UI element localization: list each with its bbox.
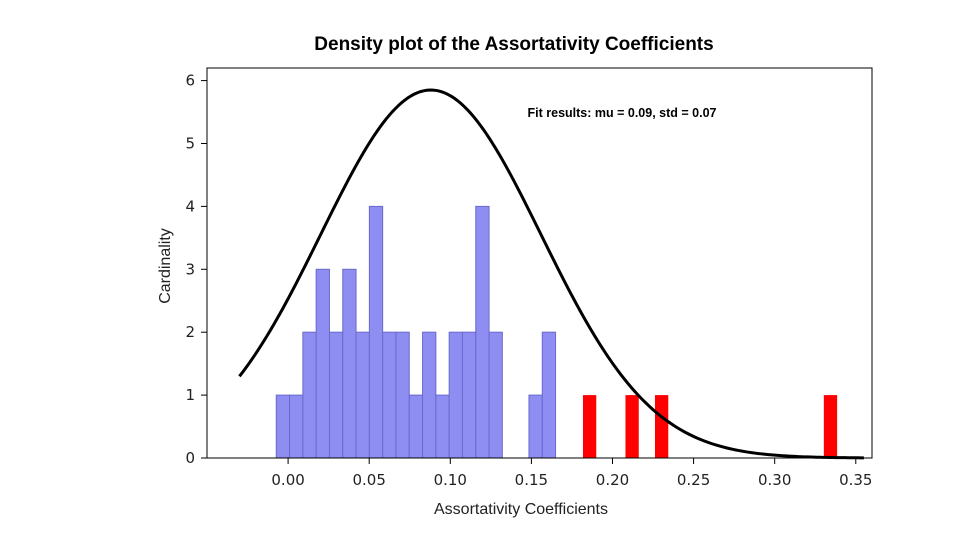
histogram-bar <box>355 331 370 459</box>
chart-title: Density plot of the Assortativity Coeffi… <box>314 34 713 55</box>
histogram-bar <box>289 394 304 459</box>
x-axis-label: Assortativity Coefficients <box>434 501 608 518</box>
x-tick-label: 0.10 <box>434 471 467 489</box>
x-tick-label: 0.15 <box>515 471 548 489</box>
x-tick-label: 0.20 <box>596 471 629 489</box>
histogram-bar <box>328 331 344 459</box>
histogram-bar <box>368 205 384 459</box>
x-tick-label: 0.35 <box>839 471 872 489</box>
y-tick-label: 2 <box>185 323 195 341</box>
histogram-bar <box>315 268 330 459</box>
histogram-bar <box>382 331 397 459</box>
histogram-bar <box>302 331 317 459</box>
histogram-bar <box>408 394 424 459</box>
x-tick-label: 0.00 <box>271 471 304 489</box>
histogram-bar <box>342 268 357 459</box>
histogram-bar <box>395 331 410 459</box>
histogram-bar <box>275 394 291 459</box>
x-tick-label: 0.30 <box>758 471 791 489</box>
y-axis-label: Cardinality <box>157 228 174 304</box>
histogram-bar <box>475 205 490 459</box>
histogram-bar <box>461 331 477 459</box>
y-tick-label: 6 <box>185 72 195 90</box>
histogram-bar <box>528 394 543 459</box>
y-tick-label: 1 <box>185 386 195 404</box>
y-tick-label: 3 <box>185 260 195 278</box>
y-tick-label: 0 <box>185 449 195 467</box>
histogram-bar <box>488 331 503 459</box>
fit-results-annotation: Fit results: mu = 0.09, std = 0.07 <box>528 106 717 120</box>
plot-area: 0.00 0.05 0.10 0.15 0.20 0.25 0.30 0.35 0 1 2 3 4 5 6 <box>185 67 873 489</box>
histogram-bar <box>582 395 597 458</box>
x-tick-label: 0.25 <box>677 471 710 489</box>
histogram-bar <box>422 331 437 459</box>
histogram-bar <box>654 395 669 458</box>
histogram-bar <box>625 395 639 458</box>
histogram-bar <box>448 331 463 459</box>
fit-curve <box>238 88 864 460</box>
histogram-bar <box>541 331 557 459</box>
histogram-bar <box>823 395 838 458</box>
x-tick-label: 0.05 <box>352 471 385 489</box>
y-tick-label: 4 <box>185 197 195 215</box>
plot-frame <box>206 67 873 459</box>
y-tick-label: 5 <box>185 134 195 152</box>
histogram-bar <box>435 394 450 459</box>
